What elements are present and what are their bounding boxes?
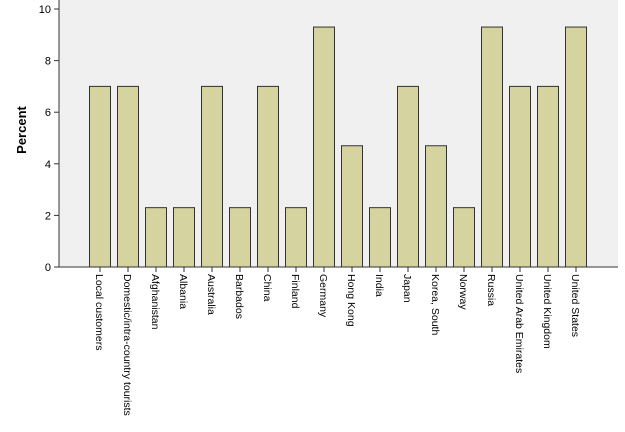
x-tick-label-5: Barbados bbox=[233, 274, 245, 319]
x-tick-label-15: United Arab Emirates bbox=[513, 274, 525, 373]
bar-13 bbox=[453, 207, 475, 268]
x-tick-label-0: Local customers bbox=[93, 274, 105, 350]
x-tick-label-2: Afghanistan bbox=[149, 274, 161, 330]
y-tick-label-4: 8 bbox=[45, 56, 51, 68]
bar-15 bbox=[509, 85, 531, 268]
bar-12 bbox=[425, 145, 447, 268]
x-tick-label-16: United Kingdom bbox=[541, 274, 553, 349]
y-tick-label-1: 2 bbox=[45, 210, 51, 222]
axes-group bbox=[58, 0, 618, 268]
plot-area bbox=[59, 0, 618, 267]
x-tick-label-13: Norway bbox=[457, 274, 469, 310]
bar-16 bbox=[537, 85, 559, 268]
bar-4 bbox=[201, 85, 223, 268]
x-tick-label-10: India bbox=[373, 274, 385, 297]
bar-2 bbox=[145, 207, 167, 268]
bar-1 bbox=[117, 85, 139, 268]
y-tick-label-2: 4 bbox=[45, 159, 51, 171]
x-tick-label-11: Japan bbox=[401, 274, 413, 303]
bar-5 bbox=[229, 207, 251, 268]
x-labels-group: Local customers Domestic/intra-country to… bbox=[93, 267, 581, 416]
y-ticks-group: 0 2 4 6 8 10 bbox=[39, 4, 59, 274]
bar-14 bbox=[481, 26, 503, 268]
bar-7 bbox=[285, 207, 307, 268]
x-tick-label-17: United States bbox=[569, 274, 581, 337]
x-tick-label-3: Albania bbox=[177, 274, 189, 309]
bar-9 bbox=[341, 145, 363, 268]
y-tick-label-3: 6 bbox=[45, 107, 51, 119]
x-tick-label-9: Hong Kong bbox=[345, 274, 357, 327]
bar-17 bbox=[565, 26, 587, 268]
bar-0 bbox=[89, 85, 111, 268]
y-tick-label-5: 10 bbox=[39, 4, 51, 16]
bar-6 bbox=[257, 85, 279, 268]
bar-11 bbox=[397, 85, 419, 268]
x-tick-label-12: Korea, South bbox=[429, 274, 441, 335]
x-tick-label-6: China bbox=[261, 274, 273, 302]
bar-3 bbox=[173, 207, 195, 268]
y-tick-label-0: 0 bbox=[45, 262, 51, 274]
x-tick-label-4: Australia bbox=[205, 274, 217, 315]
bars-group bbox=[89, 26, 587, 268]
x-tick-label-14: Russia bbox=[485, 274, 497, 306]
x-tick-label-7: Finland bbox=[289, 274, 301, 309]
bar-10 bbox=[369, 207, 391, 268]
x-tick-label-1: Domestic/intra-country tourists bbox=[121, 274, 133, 416]
y-axis-label: Percent bbox=[14, 105, 29, 153]
bar-8 bbox=[313, 26, 335, 268]
x-tick-label-8: Germany bbox=[317, 274, 329, 318]
